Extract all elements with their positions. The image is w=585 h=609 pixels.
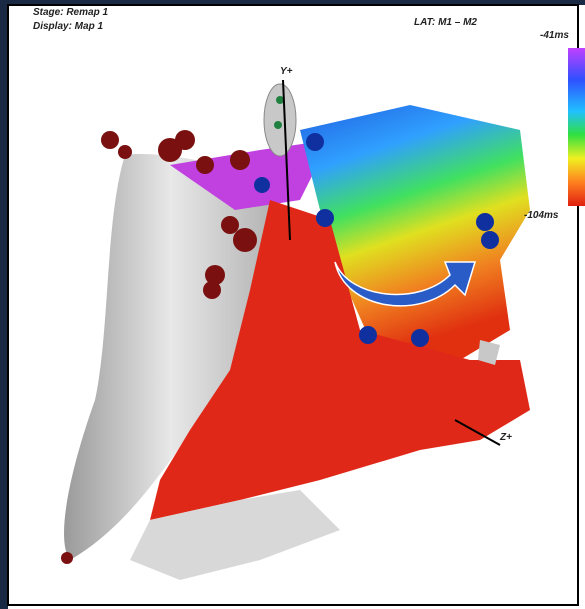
electrode xyxy=(274,121,282,129)
map-view: Stage: Remap 1 Display: Map 1 LAT: M1 – … xyxy=(0,0,585,609)
y-axis-label: Y+ xyxy=(280,66,293,77)
display-label: Display: Map 1 xyxy=(33,21,103,32)
catheter-icon xyxy=(264,84,296,156)
frame-left xyxy=(0,0,8,609)
map-type-label: LAT: M1 – M2 xyxy=(414,17,477,28)
screenshot: Stage: Remap 1 Display: Map 1 LAT: M1 – … xyxy=(0,0,585,609)
scale-max-label: -41ms xyxy=(540,30,569,41)
scale-min-label: -104ms xyxy=(524,210,559,221)
stage-label: Stage: Remap 1 xyxy=(33,7,108,18)
color-scale-bar xyxy=(568,48,585,206)
z-axis-label: Z+ xyxy=(499,432,512,443)
